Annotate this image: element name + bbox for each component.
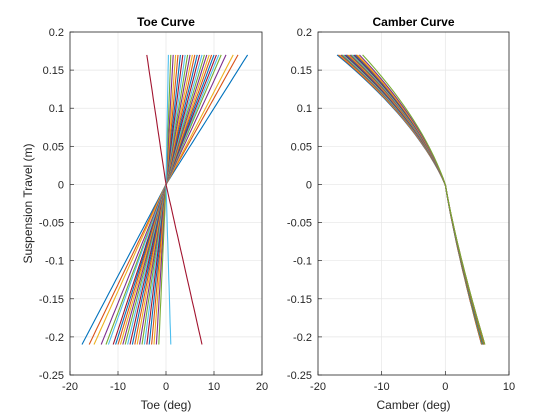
camber-series-line (341, 54, 483, 345)
y-tick-label: -0.05 (39, 218, 64, 230)
camber-x-ticks: -20 -10 0 10 (310, 371, 515, 393)
y-tick-label: 0.15 (43, 65, 64, 77)
camber-y-ticks: -0.25 -0.2 -0.15 -0.1 -0.05 0 0.05 0.1 0.15 0.2 (287, 27, 322, 382)
x-tick-label: 10 (503, 381, 515, 393)
toe-series-line (93, 54, 234, 345)
camber-series-line (354, 54, 485, 345)
y-tick-label: -0.2 (45, 332, 64, 344)
x-tick-label: 20 (256, 381, 268, 393)
camber-grid (317, 31, 510, 376)
y-tick-label: 0.2 (49, 27, 64, 39)
toe-curve-axes: -20 -10 0 10 20 -0.25 -0.2 -0.15 -0.1 -0.05 0 0.05… (21, 15, 268, 412)
camber-series-line (340, 54, 483, 345)
y-tick-label: 0.1 (49, 103, 64, 115)
camber-series-line (357, 54, 486, 345)
y-tick-label: -0.2 (293, 332, 312, 344)
x-tick-label: 0 (163, 381, 169, 393)
camber-series-line (350, 54, 485, 345)
camber-chart-title: Camber Curve (372, 15, 454, 29)
y-tick-label: -0.1 (45, 256, 64, 268)
toe-series-group (81, 54, 249, 345)
x-tick-label: 0 (442, 381, 448, 393)
camber-series-line (355, 54, 485, 345)
x-tick-label: -10 (374, 381, 390, 393)
camber-series-line (344, 54, 484, 345)
toe-series-line (81, 54, 249, 345)
camber-series-group (336, 54, 486, 345)
y-tick-label: -0.25 (39, 370, 64, 382)
camber-series-line (353, 54, 485, 345)
y-tick-label: -0.25 (287, 370, 312, 382)
y-tick-label: -0.15 (287, 294, 312, 306)
toe-chart-title: Toe Curve (137, 15, 195, 29)
x-tick-label: -10 (110, 381, 126, 393)
toe-x-ticks: -20 -10 0 10 20 (62, 371, 268, 393)
toe-y-ticks: -0.25 -0.2 -0.15 -0.1 -0.05 0 0.05 0.1 0.15 0.2 (39, 27, 74, 382)
camber-series-line (338, 54, 483, 345)
camber-series-line (336, 54, 483, 345)
camber-plot-box (317, 31, 510, 376)
camber-series-line (339, 54, 483, 345)
camber-series-line (349, 54, 485, 345)
camber-series-line (359, 54, 486, 345)
camber-series-line (362, 54, 486, 345)
y-tick-label: 0.05 (43, 141, 64, 153)
camber-series-line (343, 54, 484, 345)
camber-series-line (345, 54, 484, 345)
toe-series-line (146, 54, 203, 345)
y-tick-label: 0.1 (297, 103, 312, 115)
y-tick-label: 0.05 (291, 141, 312, 153)
camber-x-axis-label: Camber (deg) (376, 398, 450, 412)
toe-series-line (158, 54, 172, 345)
toe-y-axis-label: Suspension Travel (m) (21, 143, 35, 263)
y-tick-label: -0.1 (293, 256, 312, 268)
x-tick-label: -20 (310, 381, 326, 393)
camber-series-line (352, 54, 485, 345)
y-tick-label: -0.15 (39, 294, 64, 306)
x-tick-label: -20 (62, 381, 78, 393)
toe-x-axis-label: Toe (deg) (141, 398, 192, 412)
x-tick-label: 10 (208, 381, 220, 393)
camber-series-line (346, 54, 485, 345)
toe-series-line (165, 54, 172, 345)
y-tick-label: -0.05 (287, 218, 312, 230)
y-tick-label: 0 (58, 179, 64, 191)
y-tick-label: 0 (306, 179, 312, 191)
camber-curve-axes: -20 -10 0 10 -0.25 -0.2 -0.15 -0.1 -0.05 0 0.05 0.… (287, 15, 515, 412)
y-tick-label: 0.15 (291, 65, 312, 77)
camber-series-line (348, 54, 485, 345)
y-tick-label: 0.2 (297, 27, 312, 39)
